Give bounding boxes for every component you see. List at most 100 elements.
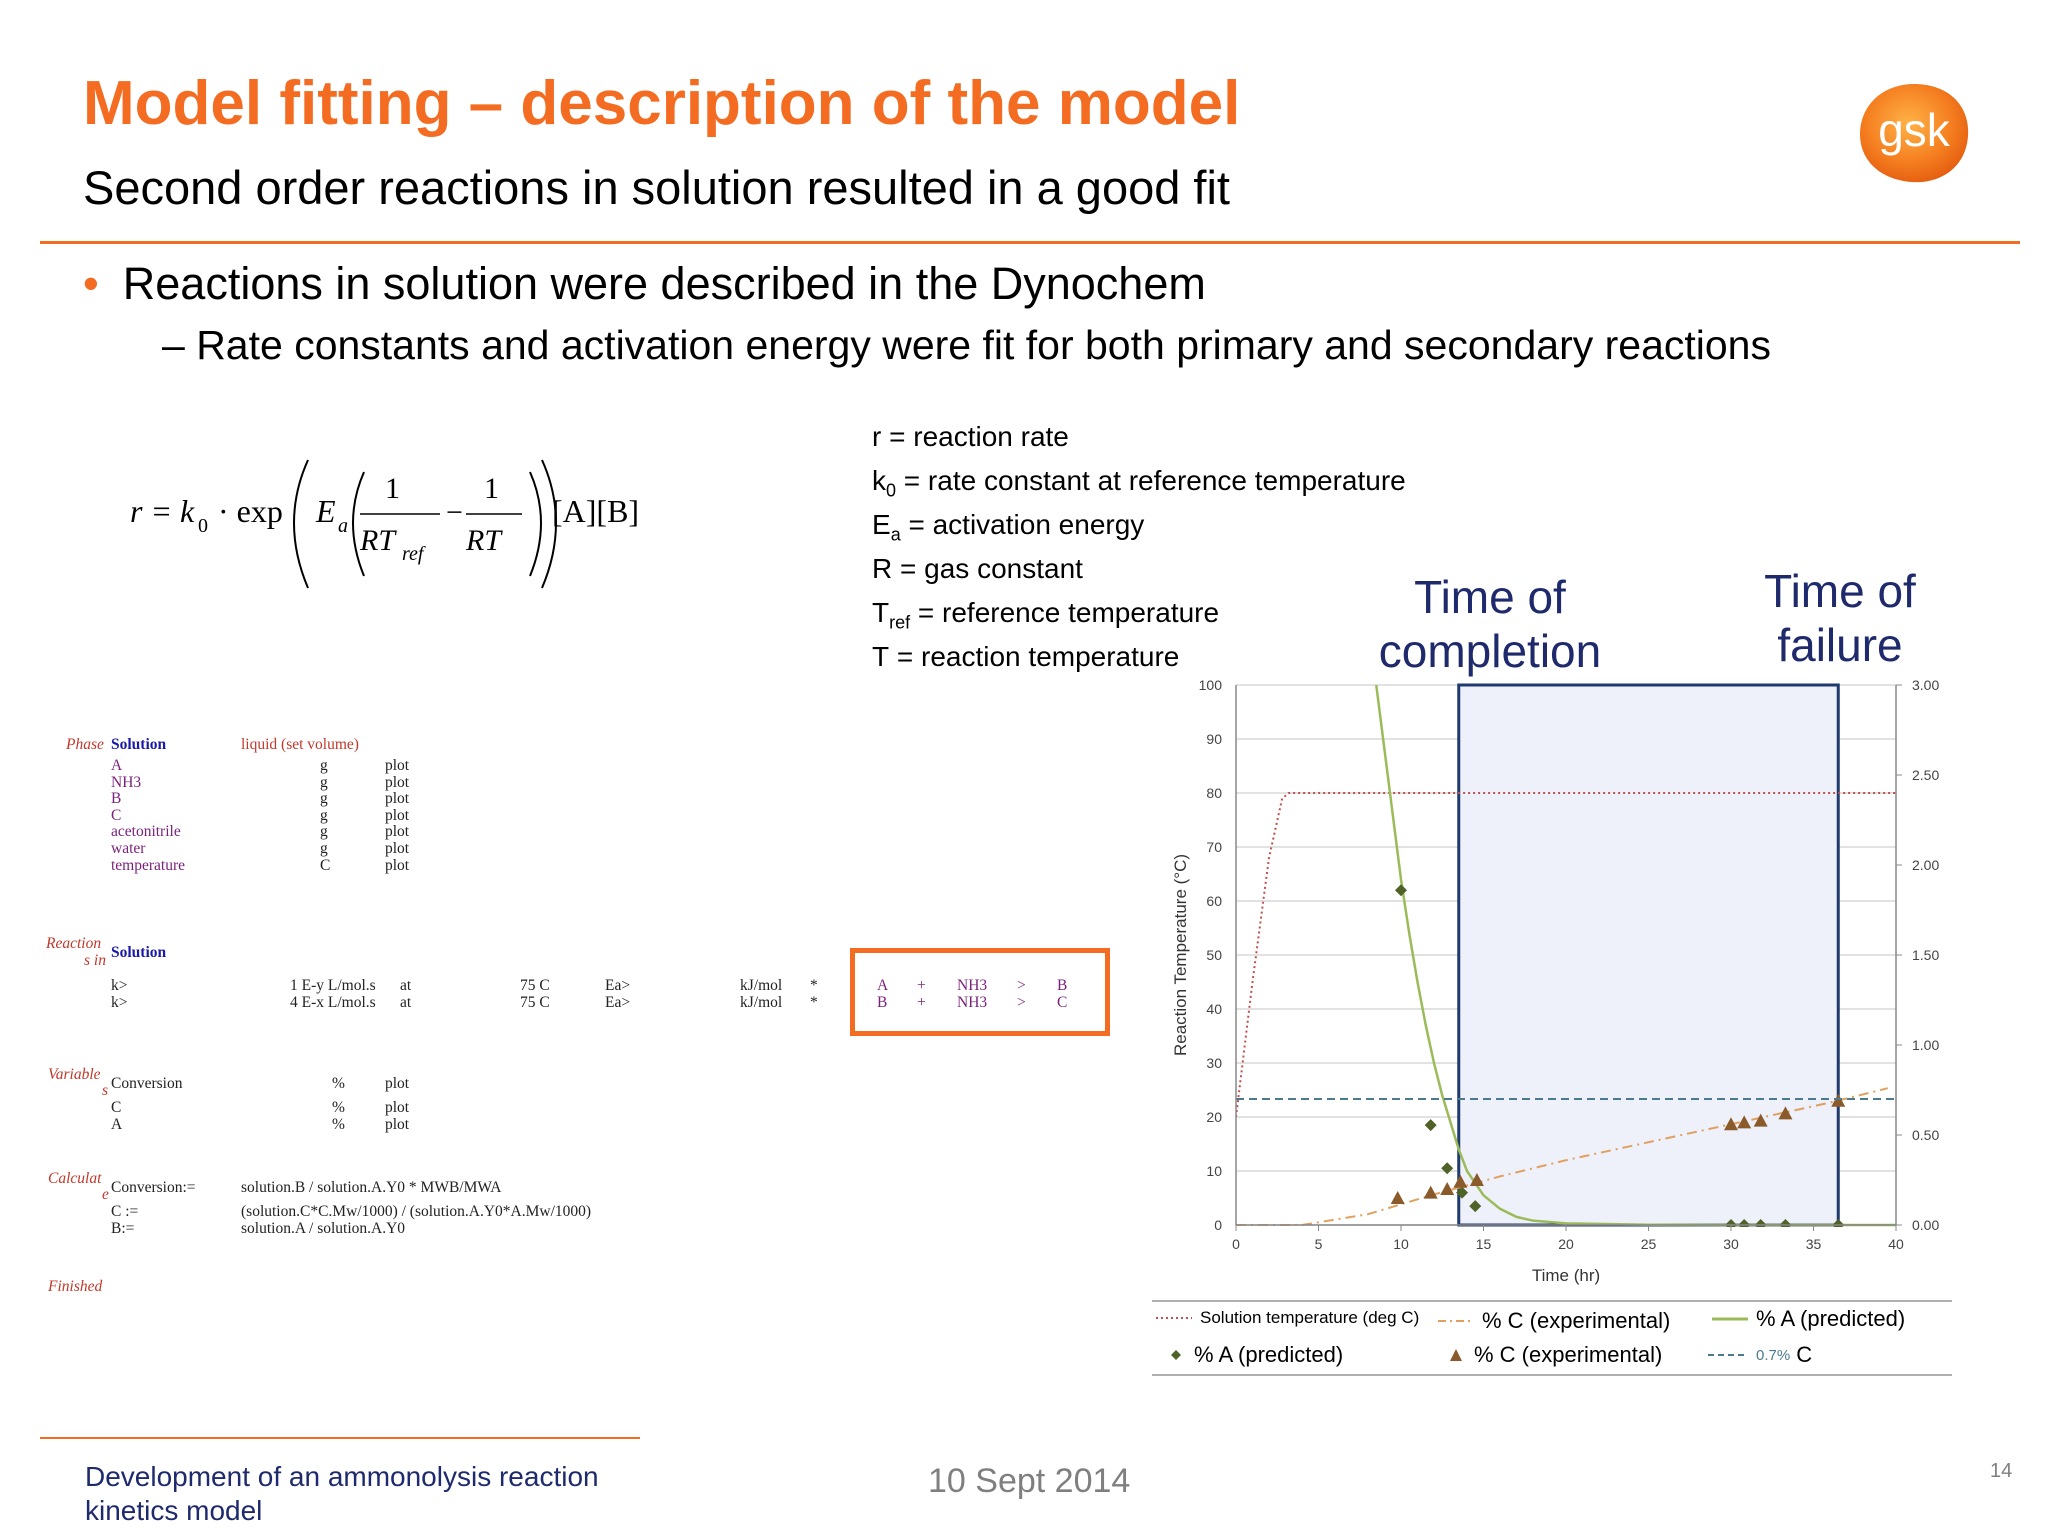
data-point-triangle — [1390, 1191, 1405, 1204]
time-of-failure-label: Time of failure — [1764, 565, 1916, 671]
x-tick-label: 35 — [1806, 1236, 1822, 1252]
species-name: C — [111, 806, 122, 824]
page-subtitle: Second order reactions in solution resul… — [83, 161, 1230, 214]
species-plot-flag: plot — [385, 790, 410, 808]
x-tick-label: 25 — [1641, 1236, 1657, 1252]
species-name: water — [111, 840, 146, 857]
y-tick-label: 30 — [1206, 1055, 1222, 1071]
reaction-chart: 0 10 20 30 40 50 60 70 80 90 100 0 5 10 15 20 25 30 35 40 0.… — [1171, 677, 1940, 1285]
rate-at: at — [400, 994, 412, 1011]
y-tick-label: 90 — [1206, 731, 1222, 747]
data-point-triangle — [1778, 1106, 1793, 1120]
species-unit: g — [320, 840, 328, 857]
time-of-completion-label: Time of completion — [1378, 571, 1602, 677]
ea-unit: kJ/mol — [740, 994, 783, 1011]
data-point-triangle — [1453, 1174, 1468, 1188]
species-name: NH3 — [111, 773, 142, 791]
data-point-triangle — [1440, 1182, 1455, 1195]
phase-label: Phase — [66, 736, 104, 753]
phase-name: Solution — [111, 736, 167, 753]
highlight-window — [1457, 683, 1840, 1227]
reaction-plus: + — [917, 994, 926, 1011]
reactions-label-2: s in — [84, 952, 106, 969]
bullet-level1: • Reactions in solution were described in… — [83, 258, 1206, 309]
y2-tick-label: 0.50 — [1912, 1127, 1939, 1143]
y-tick-label: 10 — [1206, 1163, 1222, 1179]
symbol-definitions: r = reaction rate k0 = rate constant at … — [872, 420, 1406, 685]
definition-R: R = gas constant — [872, 553, 1083, 585]
definition-tref: Tref = reference temperature — [872, 597, 1220, 633]
variable-name: C — [111, 1099, 122, 1116]
rate-symbol: k> — [111, 994, 128, 1011]
reference-temperature: 75 C — [520, 994, 550, 1011]
species-name: B — [111, 790, 122, 808]
reference-temperature: 75 C — [520, 977, 550, 994]
species-unit: g — [320, 823, 328, 841]
formula-numerator-2: 1 — [484, 472, 499, 505]
data-point-triangle — [1724, 1117, 1738, 1131]
definition-k0: k0 = rate constant at reference temperat… — [872, 465, 1406, 501]
legend-item-a-predicted-line: % A (predicted) — [1712, 1306, 1906, 1331]
variable-unit: % — [332, 1099, 345, 1116]
page-title: Model fitting – description of the model — [83, 69, 1241, 138]
data-point-triangle — [1753, 1113, 1768, 1127]
formula-concentrations: [A][B] — [552, 493, 639, 529]
legend-item-c-experimental-marker: % C (experimental) — [1446, 1342, 1662, 1368]
y-tick-label: 70 — [1206, 839, 1222, 855]
x-tick-label: 0 — [1232, 1236, 1240, 1252]
reaction-star: * — [810, 977, 818, 994]
formula-numerator-1: 1 — [385, 472, 400, 505]
data-point-diamond — [1395, 884, 1407, 897]
phase-desc: liquid (set volume) — [241, 736, 359, 753]
y2-tick-label: 0.00 — [1912, 1217, 1939, 1233]
species-unit: g — [320, 757, 328, 774]
x-tick-label: 5 — [1315, 1236, 1323, 1252]
reaction-product: C — [1057, 994, 1068, 1011]
reactant-1: B — [877, 994, 888, 1011]
legend-item-a-predicted-marker: % A (predicted) — [1166, 1342, 1343, 1368]
species-plot-flag: plot — [385, 773, 410, 791]
definition-T: T = reaction temperature — [872, 641, 1180, 673]
x-tick-label: 10 — [1393, 1236, 1409, 1252]
variable-name: A — [111, 1116, 123, 1133]
reaction-product: B — [1057, 977, 1068, 994]
rate-constant: 1 E-y L/mol.s — [290, 977, 376, 994]
reactant-2: NH3 — [957, 977, 988, 994]
variable-unit: % — [332, 1075, 345, 1092]
variables-label-1: Variable — [48, 1066, 101, 1083]
rate-equation: r = k 0 · exp E a 1 RT ref − 1 RT [A][B] — [130, 459, 639, 589]
formula-lhs: r = k — [130, 493, 195, 529]
definition-ea: Ea = activation energy — [872, 509, 1145, 545]
y-tick-label: 0 — [1214, 1217, 1222, 1233]
data-point-triangle — [1469, 1173, 1484, 1186]
legend-item-temperature: Solution temperature (deg C) — [1156, 1308, 1420, 1327]
chart-axes: 0 10 20 30 40 50 60 70 80 90 100 0 5 10 15 20 25 30 35 40 0.… — [1199, 677, 1940, 1252]
ea-symbol: Ea> — [605, 994, 631, 1011]
calc-name: Conversion:= — [111, 1179, 196, 1196]
species-plot-flag: plot — [385, 856, 410, 874]
variable-name: Conversion — [111, 1075, 183, 1092]
reaction-plus: + — [917, 977, 926, 994]
reaction-arrow: > — [1017, 977, 1026, 994]
formula-RT: RT — [465, 524, 503, 557]
bullet-level2: – Rate constants and activation energy w… — [162, 322, 1771, 368]
reactant-2: NH3 — [957, 994, 988, 1011]
data-point-triangle — [1423, 1185, 1438, 1199]
formula-a-sub: a — [338, 515, 348, 537]
x-tick-label: 20 — [1558, 1236, 1574, 1252]
y2-tick-label: 2.00 — [1912, 857, 1939, 873]
data-point-triangle — [1831, 1093, 1846, 1107]
calc-label-1: Calculat — [48, 1170, 102, 1187]
x-axis-label: Time (hr) — [1532, 1266, 1600, 1285]
gsk-logo: gsk — [1860, 84, 1969, 183]
chart-legend: Solution temperature (deg C) % C (experi… — [1152, 1300, 1952, 1376]
footer-date: 10 Sept 2014 — [928, 1462, 1131, 1500]
formula-k0-sub: 0 — [198, 515, 208, 537]
species-name: acetonitrile — [111, 823, 181, 841]
page-number: 14 — [1990, 1460, 2013, 1482]
formula-RTref: RT — [359, 524, 397, 557]
y2-tick-label: 2.50 — [1912, 767, 1939, 783]
data-point-diamond — [1424, 1119, 1437, 1132]
x-tick-label: 40 — [1888, 1236, 1904, 1252]
